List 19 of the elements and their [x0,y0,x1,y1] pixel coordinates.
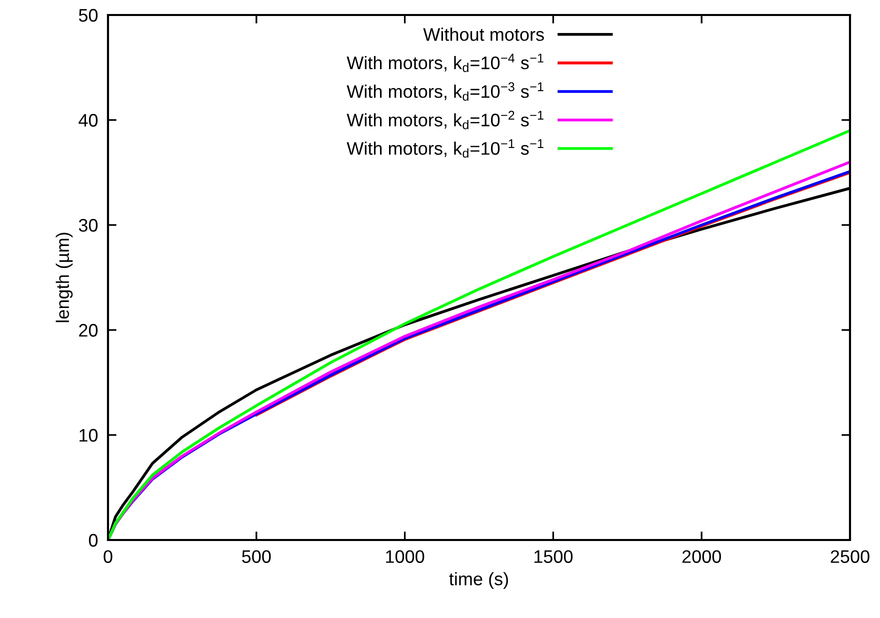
y-tick-label: 0 [88,534,98,547]
y-tick-label: 10 [80,428,98,442]
y-tick-label: 50 [78,8,98,22]
y-axis-title: length (µm) [56,232,73,322]
legend-label: With motors, k$_{d}$=10$^{−3}$ s$^{−1}$ [346,82,544,101]
legend-label: With motors, k$_{d}$=10$^{−1}$ s$^{−1}$ [346,139,544,158]
x-axis-title: time (s) [449,572,508,589]
legend-label: Without motors [423,28,544,41]
y-tick-label: 30 [78,218,98,232]
x-tick-label: 0 [104,550,112,563]
x-tick-label: 2000 [682,550,721,563]
legend-label: With motors, k$_{d}$=10$^{−4}$ s$^{−1}$ [346,54,544,72]
legend-label: With motors, k$_{d}$=10$^{−2}$ s$^{−1}$ [346,110,544,130]
x-tick-label: 500 [242,550,271,563]
x-tick-label: 1000 [386,550,424,563]
y-tick-label: 40 [78,114,98,127]
y-tick-label: 20 [79,324,98,337]
x-tick-label: 1500 [534,550,573,563]
x-tick-label: 2500 [830,550,870,563]
